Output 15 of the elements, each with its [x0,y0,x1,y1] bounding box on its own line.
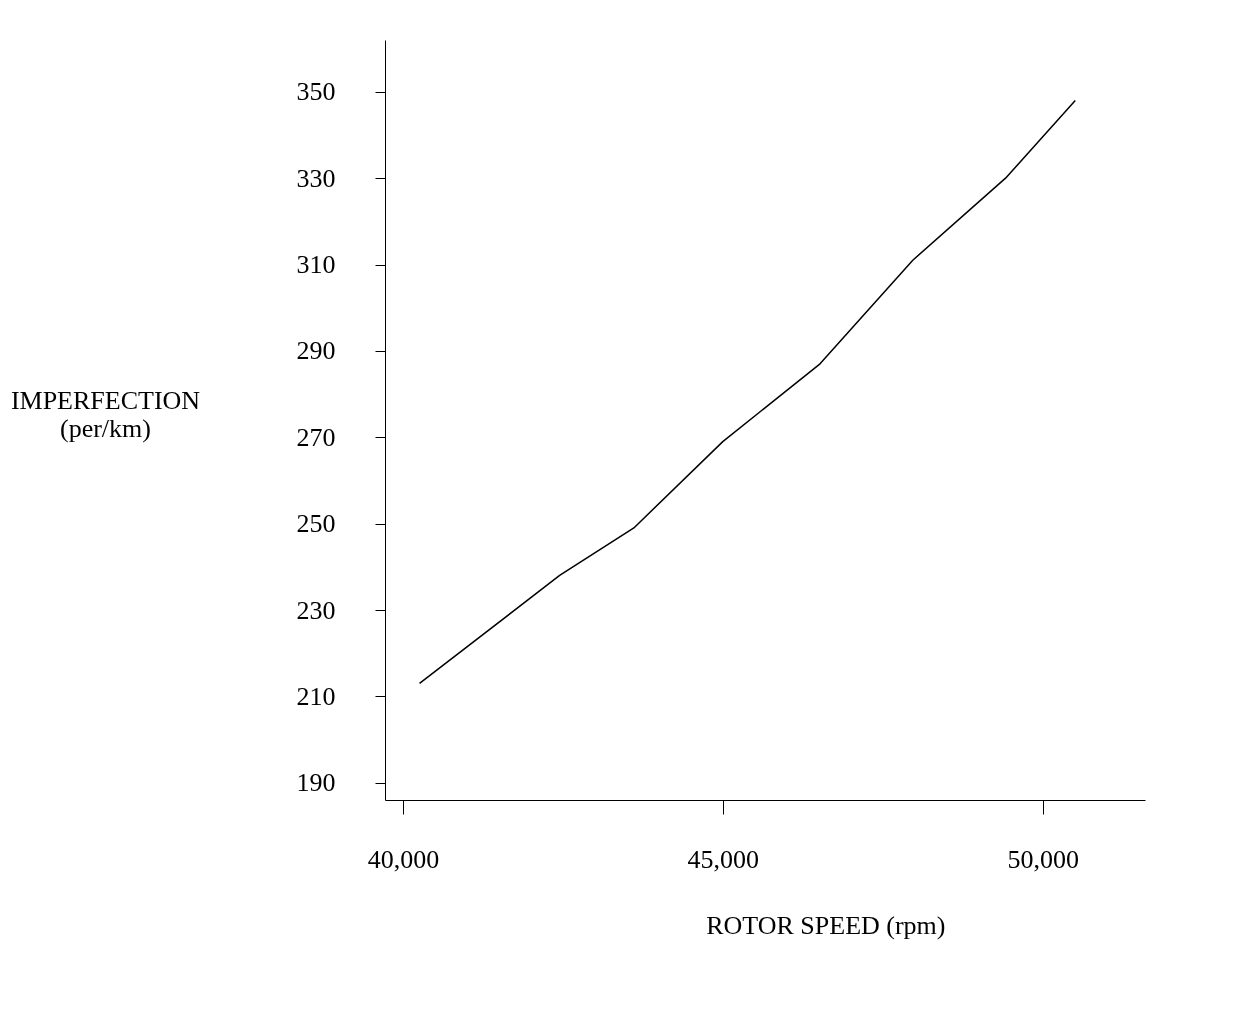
x-tick-label: 45,000 [687,844,760,874]
y-tick-label: 210 [296,681,336,711]
x-axis-title: ROTOR SPEED (rpm) [706,910,946,940]
y-tick-label: 290 [296,336,336,366]
y-tick-label: 250 [296,509,336,539]
x-tick-label: 40,000 [367,844,440,874]
y-tick-label: 330 [296,163,336,193]
y-tick-label: 230 [296,595,336,625]
x-tick-label: 50,000 [1007,844,1079,874]
y-axis-title: IMPERFECTION (per/km) [10,385,201,443]
y-tick-label: 350 [296,77,336,107]
line-series [418,99,1077,685]
y-tick-label: 190 [296,768,336,798]
y-tick-label: 310 [296,250,336,280]
y-tick-label: 270 [296,422,336,452]
